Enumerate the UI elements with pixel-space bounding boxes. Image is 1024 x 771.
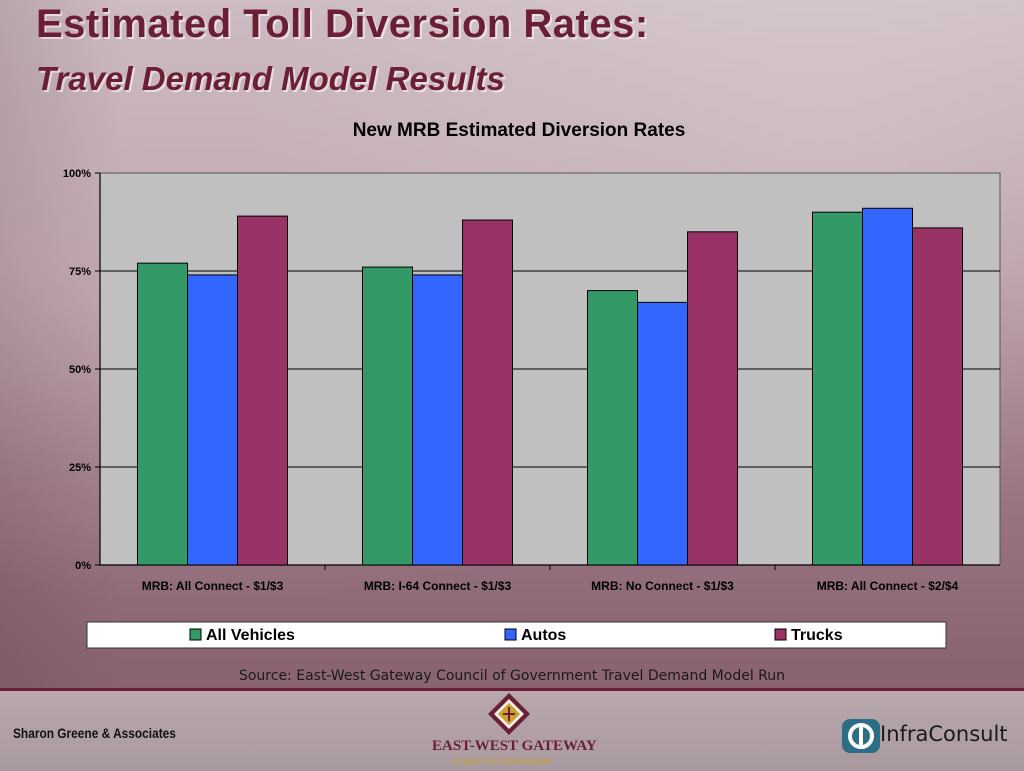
y-tick-label: 0% — [75, 560, 91, 572]
legend-swatch — [774, 628, 787, 641]
x-tick-label: MRB: All Connect - $1/$3 — [142, 579, 284, 593]
legend-box — [86, 621, 947, 649]
bar — [187, 274, 238, 566]
legend-label: Trucks — [791, 627, 843, 644]
legend-label: All Vehicles — [206, 627, 295, 644]
source-note: Source: East-West Gateway Council of Gov… — [238, 668, 786, 684]
bar — [237, 215, 288, 566]
chart-title: New MRB Estimated Diversion Rates — [353, 120, 686, 141]
east-west-gateway-logo-icon — [488, 693, 530, 735]
bar — [862, 207, 913, 566]
x-tick-label: MRB: I-64 Connect - $1/$3 — [364, 579, 512, 593]
legend-swatch — [504, 628, 517, 641]
y-tick-label: 100% — [63, 168, 91, 180]
footer-infraconsult-name: InfraConsult — [880, 722, 1008, 746]
y-tick-label: 50% — [69, 364, 91, 376]
footer-ewg-name: EAST-WEST GATEWAY — [432, 738, 597, 754]
bar — [462, 219, 513, 566]
y-tick-label: 75% — [69, 266, 91, 278]
bar — [587, 290, 638, 566]
footer-ewg-subtitle: Council of Governments — [452, 756, 551, 767]
legend-swatch — [189, 628, 202, 641]
x-tick-label: MRB: All Connect - $2/$4 — [817, 579, 959, 593]
y-tick-label: 25% — [69, 462, 91, 474]
bar — [412, 274, 463, 566]
bar — [637, 301, 688, 566]
bar — [812, 211, 863, 566]
x-tick-label: MRB: No Connect - $1/$3 — [591, 579, 734, 593]
diversion-rate-chart: New MRB Estimated Diversion Rates 0% 25% 50… — [63, 120, 1001, 649]
footer-firm-name: Sharon Greene & Associates — [13, 725, 176, 741]
slide-title: Estimated Toll Diversion Rates: — [36, 2, 649, 46]
legend-label: Autos — [521, 627, 566, 644]
infraconsult-logo-icon — [842, 719, 880, 753]
slide-subtitle: Travel Demand Model Results — [36, 60, 505, 97]
bar — [912, 227, 963, 566]
bar — [687, 231, 738, 566]
bar — [137, 262, 188, 566]
bar — [362, 266, 413, 566]
